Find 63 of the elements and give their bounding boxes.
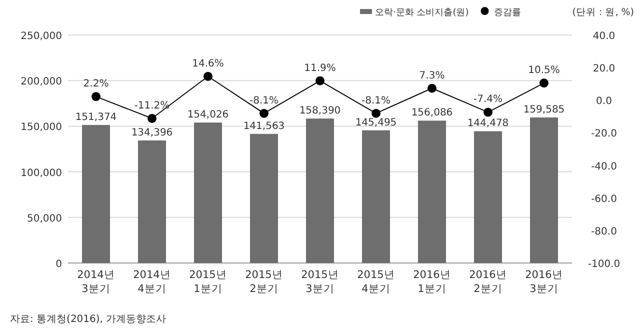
data-label: 159,585 <box>523 104 565 116</box>
bar <box>418 120 446 263</box>
y-tick-label: 0 <box>56 259 62 270</box>
x-tick-label: 2014년 3분기 <box>77 269 115 295</box>
y-tick-label: 50,000 <box>27 213 62 224</box>
data-label: 2.2% <box>83 78 109 90</box>
point <box>92 92 100 102</box>
bar <box>250 134 278 263</box>
y2-tick-label: -80.0 <box>591 226 617 238</box>
point <box>372 108 380 118</box>
x-tick-label: 2016년 3분기 <box>525 269 563 295</box>
data-label: 151,374 <box>75 112 117 123</box>
data-label: -7.4% <box>473 94 503 106</box>
bar <box>138 140 166 263</box>
x-tick-label: 2014년 4분기 <box>133 269 171 295</box>
legend-label: 증감률 <box>494 8 521 18</box>
data-label: 11.9% <box>304 62 336 74</box>
data-label: 141,563 <box>243 120 285 132</box>
bar <box>306 118 334 263</box>
point <box>428 84 436 93</box>
x-tick-label: 2016년 2분기 <box>469 269 507 295</box>
y2-tick-label: 40.0 <box>592 31 616 42</box>
y2-tick-label: -100.0 <box>588 259 620 270</box>
y2-tick-label: -20.0 <box>591 128 617 140</box>
text: (단위 : 원, %) <box>572 7 634 18</box>
data-label: 156,086 <box>411 108 453 119</box>
x-tick-label: 2015년 4분기 <box>357 269 395 295</box>
y2-tick-label: -40.0 <box>591 161 617 172</box>
x-tick-label: 2015년 3분기 <box>301 269 339 295</box>
y2-tick-label: 20.0 <box>592 64 616 75</box>
y2-tick-label: 0.0 <box>596 96 612 108</box>
point <box>316 76 324 86</box>
data-label: -8.1% <box>361 95 391 106</box>
data-label: -11.2% <box>134 100 170 112</box>
y-tick-label: 200,000 <box>20 76 62 88</box>
x-tick-label: 2016년 1분기 <box>413 269 451 295</box>
point <box>148 114 156 123</box>
point <box>484 108 492 117</box>
bar <box>530 117 558 263</box>
data-label: 7.3% <box>419 70 445 82</box>
y-tick-label: 250,000 <box>20 31 62 42</box>
data-label: 144,478 <box>467 118 509 130</box>
point <box>204 72 212 81</box>
point <box>540 78 548 88</box>
text: 자료: 통계청(2016), 가계동향조사 <box>10 314 166 325</box>
data-label: 158,390 <box>299 106 341 117</box>
data-label: 14.6% <box>192 58 224 70</box>
legend-label: 오락·문화 소비지출(원) <box>375 8 469 18</box>
bar <box>194 122 222 263</box>
x-tick-label: 2015년 2분기 <box>245 269 283 295</box>
bar <box>82 124 110 263</box>
y-tick-label: 150,000 <box>20 122 62 134</box>
data-label: -8.1% <box>249 95 279 106</box>
y-tick-label: 100,000 <box>20 168 62 179</box>
point <box>260 108 268 118</box>
x-tick-label: 2015년 1분기 <box>189 269 227 295</box>
bar <box>474 131 502 263</box>
data-label: 10.5% <box>528 65 560 76</box>
data-label: 145,495 <box>355 117 397 128</box>
bar <box>362 130 390 263</box>
data-label: 154,026 <box>187 110 229 121</box>
y2-tick-label: -60.0 <box>591 194 617 205</box>
data-label: 134,396 <box>131 127 173 138</box>
